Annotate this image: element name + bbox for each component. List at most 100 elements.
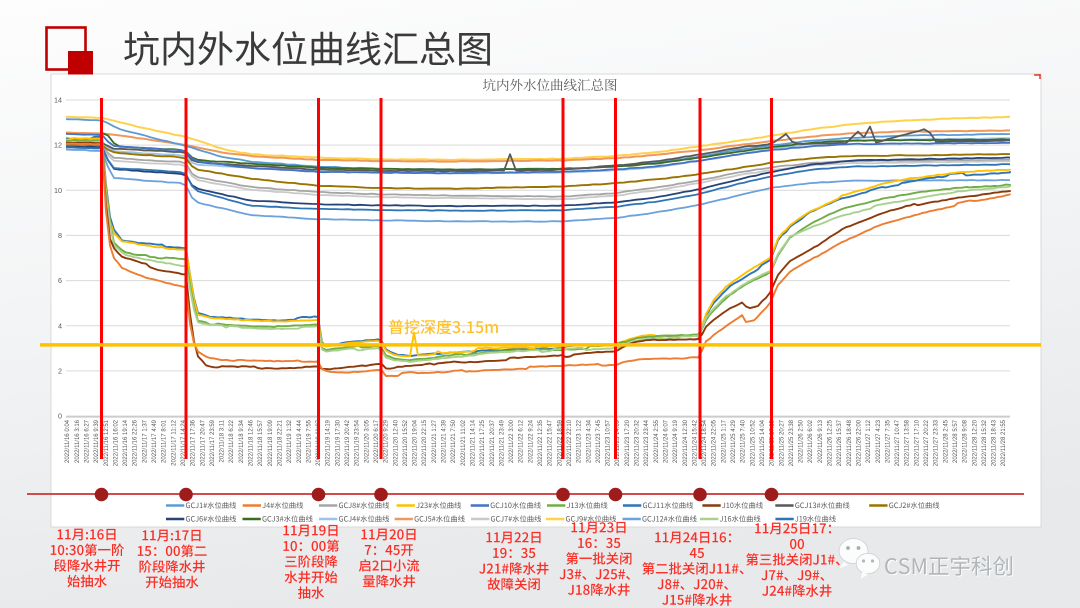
svg-text:2022/11/27 1:12: 2022/11/27 1:12: [866, 419, 872, 463]
svg-text:2022/11/24 15:42: 2022/11/24 15:42: [692, 419, 698, 466]
svg-text:2022/11/25 1:17: 2022/11/25 1:17: [721, 419, 727, 463]
svg-text:2022/11/18 12:46: 2022/11/18 12:46: [249, 419, 255, 466]
svg-text:2022/11/22 3:00: 2022/11/22 3:00: [509, 419, 515, 463]
svg-text:2022/11/25 7:40: 2022/11/25 7:40: [741, 419, 747, 463]
svg-text:2022/11/26 15:37: 2022/11/26 15:37: [837, 419, 843, 466]
svg-text:2022/11/19 23:54: 2022/11/19 23:54: [355, 419, 361, 466]
svg-text:2022/11/17 1:37: 2022/11/17 1:37: [142, 419, 148, 463]
svg-text:2022/11/19 14:19: 2022/11/19 14:19: [326, 419, 332, 466]
svg-text:2022/11/16 3:16: 2022/11/16 3:16: [75, 419, 81, 463]
svg-text:2022/11/18 19:09: 2022/11/18 19:09: [268, 419, 274, 466]
svg-text:0: 0: [58, 412, 62, 421]
svg-text:2022/11/17 4:49: 2022/11/17 4:49: [152, 419, 158, 463]
svg-text:2022/11/23 1:22: 2022/11/23 1:22: [577, 419, 583, 463]
svg-text:2022/11/23 7:45: 2022/11/23 7:45: [596, 419, 602, 463]
svg-text:2022/11/18 9:34: 2022/11/18 9:34: [239, 419, 245, 463]
svg-text:2022/11/28 5:57: 2022/11/28 5:57: [953, 419, 959, 463]
svg-text:2022/11/23 10:57: 2022/11/23 10:57: [606, 419, 612, 466]
svg-text:2022/11/18 3:11: 2022/11/18 3:11: [220, 419, 226, 462]
svg-text:2022/11/25 14:04: 2022/11/25 14:04: [760, 419, 766, 466]
svg-text:2022/11/18 22:21: 2022/11/18 22:21: [278, 419, 284, 466]
svg-text:2022/11/26 12:25: 2022/11/26 12:25: [828, 419, 834, 466]
svg-text:2022/11/21 1:27: 2022/11/21 1:27: [432, 419, 438, 463]
svg-text:12: 12: [54, 141, 62, 150]
svg-text:2022/11/20 22:15: 2022/11/20 22:15: [422, 419, 428, 466]
svg-text:8: 8: [58, 231, 62, 240]
svg-text:2022/11/16 22:26: 2022/11/16 22:26: [133, 419, 139, 466]
svg-text:2022/11/25 20:27: 2022/11/25 20:27: [779, 419, 785, 466]
svg-text:2022/11/19 20:42: 2022/11/19 20:42: [345, 419, 351, 466]
svg-text:2022/11/19 1:32: 2022/11/19 1:32: [287, 419, 293, 463]
svg-text:2022/11/21 20:37: 2022/11/21 20:37: [490, 419, 496, 466]
svg-text:2022/11/27 20:22: 2022/11/27 20:22: [924, 419, 930, 466]
svg-text:2022/11/19 17:30: 2022/11/19 17:30: [335, 419, 341, 466]
svg-text:2022/11/25 23:38: 2022/11/25 23:38: [789, 419, 795, 466]
svg-text:2022/11/20 15:52: 2022/11/20 15:52: [403, 419, 409, 466]
svg-text:14: 14: [54, 96, 62, 105]
svg-text:2022/11/26 18:48: 2022/11/26 18:48: [847, 419, 853, 466]
svg-text:2022/11/20 19:04: 2022/11/20 19:04: [413, 419, 419, 466]
svg-text:2022/11/24 18:54: 2022/11/24 18:54: [702, 419, 708, 466]
svg-text:6: 6: [58, 276, 62, 285]
svg-text:2022/11/23 17:20: 2022/11/23 17:20: [625, 419, 631, 466]
svg-text:2022/11/26 6:02: 2022/11/26 6:02: [808, 419, 814, 463]
svg-text:2022/11/19 4:44: 2022/11/19 4:44: [297, 419, 303, 463]
svg-text:2022/11/17 14:24: 2022/11/17 14:24: [181, 419, 187, 466]
svg-text:2022/11/18 6:22: 2022/11/18 6:22: [229, 419, 235, 463]
svg-text:2022/11/26 22:00: 2022/11/26 22:00: [857, 419, 863, 466]
svg-text:2022/11/20 3:05: 2022/11/20 3:05: [364, 419, 370, 463]
svg-text:2022/11/23 14:09: 2022/11/23 14:09: [615, 419, 621, 466]
svg-text:2022/11/27 7:35: 2022/11/27 7:35: [885, 419, 891, 463]
svg-text:2022/11/17 8:01: 2022/11/17 8:01: [162, 419, 168, 463]
svg-text:2022/11/28 18:43: 2022/11/28 18:43: [992, 419, 998, 466]
svg-text:2022/11/22 22:10: 2022/11/22 22:10: [567, 419, 573, 466]
svg-text:2022/11/16 16:02: 2022/11/16 16:02: [113, 419, 119, 466]
svg-text:2022/11/16 0:04: 2022/11/16 0:04: [65, 419, 71, 463]
svg-text:2022/11/23 23:44: 2022/11/23 23:44: [644, 419, 650, 466]
svg-text:2022/11/21 17:25: 2022/11/21 17:25: [480, 419, 486, 466]
svg-text:2022/11/28 2:45: 2022/11/28 2:45: [943, 419, 949, 463]
svg-text:2022/11/17 11:12: 2022/11/17 11:12: [171, 419, 177, 465]
svg-text:2022/11/24 2:55: 2022/11/24 2:55: [654, 419, 660, 463]
svg-text:2022/11/22 9:24: 2022/11/22 9:24: [528, 419, 534, 463]
svg-text:2022/11/20 6:17: 2022/11/20 6:17: [374, 419, 380, 463]
svg-text:2022/11/20 12:40: 2022/11/20 12:40: [393, 419, 399, 466]
svg-text:2022/11/21 11:02: 2022/11/21 11:02: [461, 419, 467, 465]
svg-text:2022/11/24 22:05: 2022/11/24 22:05: [712, 419, 718, 466]
svg-text:2022/11/25 10:52: 2022/11/25 10:52: [750, 419, 756, 466]
svg-text:10: 10: [54, 186, 62, 195]
svg-text:2022/11/22 18:59: 2022/11/22 18:59: [557, 419, 563, 466]
svg-text:2022/11/22 12:35: 2022/11/22 12:35: [538, 419, 544, 466]
svg-text:2022/11/18 15:57: 2022/11/18 15:57: [258, 419, 264, 466]
svg-text:2022/11/26 9:13: 2022/11/26 9:13: [818, 419, 824, 463]
svg-text:2022/11/16 6:27: 2022/11/16 6:27: [85, 419, 91, 463]
svg-text:2022/11/28 15:32: 2022/11/28 15:32: [982, 419, 988, 466]
svg-text:2022/11/28 21:55: 2022/11/28 21:55: [1001, 419, 1007, 466]
svg-text:2022/11/24 9:19: 2022/11/24 9:19: [673, 419, 679, 463]
svg-text:2022/11/16 19:14: 2022/11/16 19:14: [123, 419, 129, 466]
svg-text:2022/11/27 10:47: 2022/11/27 10:47: [895, 419, 901, 466]
svg-text:2022/11/21 14:14: 2022/11/21 14:14: [471, 419, 477, 466]
svg-text:4: 4: [58, 321, 62, 330]
svg-text:2022/11/17 17:36: 2022/11/17 17:36: [191, 419, 197, 466]
svg-text:2022/11/25 4:29: 2022/11/25 4:29: [731, 419, 737, 463]
svg-text:2022/11/27 17:10: 2022/11/27 17:10: [914, 419, 920, 466]
svg-text:2022/11/27 4:23: 2022/11/27 4:23: [876, 419, 882, 463]
svg-text:2022/11/16 12:51: 2022/11/16 12:51: [104, 419, 110, 466]
svg-text:2022/11/23 4:34: 2022/11/23 4:34: [586, 419, 592, 463]
svg-text:2022/11/17 23:59: 2022/11/17 23:59: [210, 419, 216, 466]
svg-text:2022/11/21 4:39: 2022/11/21 4:39: [442, 419, 448, 463]
svg-text:2022/11/23 20:32: 2022/11/23 20:32: [635, 419, 641, 466]
svg-text:2022/11/21 23:49: 2022/11/21 23:49: [499, 419, 505, 466]
svg-text:2022/11/27 13:58: 2022/11/27 13:58: [905, 419, 911, 466]
svg-text:2022/11/21 7:50: 2022/11/21 7:50: [451, 419, 457, 463]
svg-text:2022/11/22 6:12: 2022/11/22 6:12: [519, 419, 525, 463]
svg-text:2022/11/26 2:50: 2022/11/26 2:50: [799, 419, 805, 463]
svg-text:2022/11/22 15:47: 2022/11/22 15:47: [548, 419, 554, 466]
svg-text:2022/11/20 9:29: 2022/11/20 9:29: [384, 419, 390, 463]
svg-text:2: 2: [58, 367, 62, 376]
svg-text:2022/11/24 6:07: 2022/11/24 6:07: [664, 419, 670, 463]
svg-text:2022/11/24 12:30: 2022/11/24 12:30: [683, 419, 689, 466]
svg-text:2022/11/28 12:20: 2022/11/28 12:20: [972, 419, 978, 466]
svg-text:2022/11/27 23:33: 2022/11/27 23:33: [934, 419, 940, 466]
